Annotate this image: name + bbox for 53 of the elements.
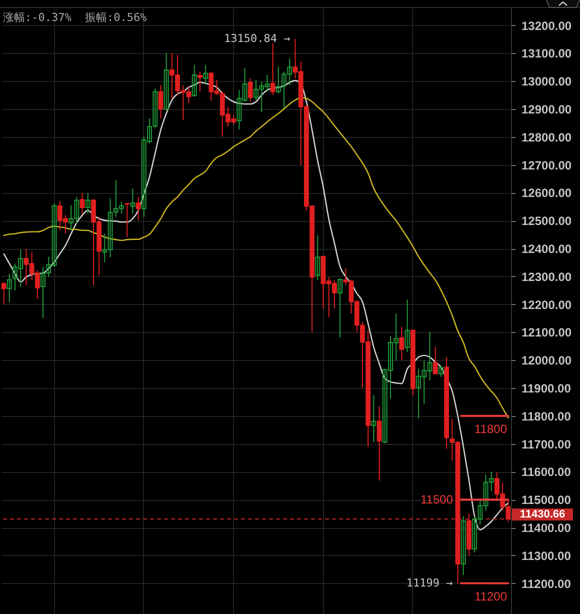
candlestick: [158, 84, 164, 119]
y-tick-label: 12500.00: [522, 214, 572, 228]
line-series: [3, 96, 509, 419]
candlestick: [338, 278, 343, 338]
candlestick: [438, 364, 444, 378]
ref-line-label: 11200: [474, 589, 508, 604]
candlestick: [315, 234, 320, 281]
y-tick-label: 11200.00: [522, 576, 572, 591]
y-tick-label: 11300.00: [522, 548, 572, 563]
y-tick-label: 12000.00: [522, 354, 572, 368]
candlestick: [1, 281, 6, 304]
candlestick: [85, 192, 90, 214]
candlestick: [404, 299, 410, 353]
y-tick-label: 11800.00: [522, 409, 572, 424]
y-tick-label: 13200.00: [522, 18, 572, 33]
y-tick-label: 11600.00: [522, 465, 572, 480]
annotation: 11199 →: [406, 576, 454, 590]
candlestick: [124, 202, 130, 238]
candlestick: [248, 78, 253, 102]
annotation: 13150.84 →: [224, 32, 291, 46]
y-tick-label: 13000.00: [522, 74, 572, 89]
candlestick: [376, 406, 382, 482]
y-tick-label: 12100.00: [522, 326, 572, 340]
candlestick: [80, 192, 85, 214]
y-tick-label: 12700.00: [522, 158, 572, 172]
y-tick-label: 12900.00: [522, 102, 572, 116]
annotation: 振幅:0.56%: [85, 11, 148, 24]
y-tick-label: 12200.00: [522, 298, 572, 312]
ref-line-label: 11800: [474, 422, 508, 436]
candlestick: [197, 71, 202, 92]
annotation: 涨幅:-0.37%: [3, 11, 72, 24]
y-tick-label: 11900.00: [522, 382, 572, 396]
y-tick-label: 11700.00: [522, 437, 572, 452]
candlestick: [371, 394, 376, 443]
candlestick: [432, 346, 438, 375]
candlestick: [130, 188, 136, 214]
ref-line-label: 11430.66: [520, 508, 566, 520]
y-tick-label: 11500.00: [522, 493, 572, 508]
candlestick: [460, 516, 466, 576]
y-tick-label: 12300.00: [522, 270, 572, 284]
ref-line-label: 11500: [420, 492, 454, 507]
candlestick: [136, 196, 141, 221]
candlestick: [399, 326, 404, 361]
candlestick: [203, 64, 208, 84]
candlestick: [270, 42, 276, 96]
y-tick-label: 12600.00: [522, 186, 572, 200]
y-tick-label: 12400.00: [522, 242, 572, 256]
candlestick: [192, 64, 197, 98]
candlestick: [6, 273, 12, 303]
y-tick-label: 11400.00: [522, 521, 572, 536]
y-tick-label: 12800.00: [522, 130, 572, 144]
y-tick-label: 13100.00: [522, 46, 572, 61]
candlestick: [164, 52, 169, 111]
